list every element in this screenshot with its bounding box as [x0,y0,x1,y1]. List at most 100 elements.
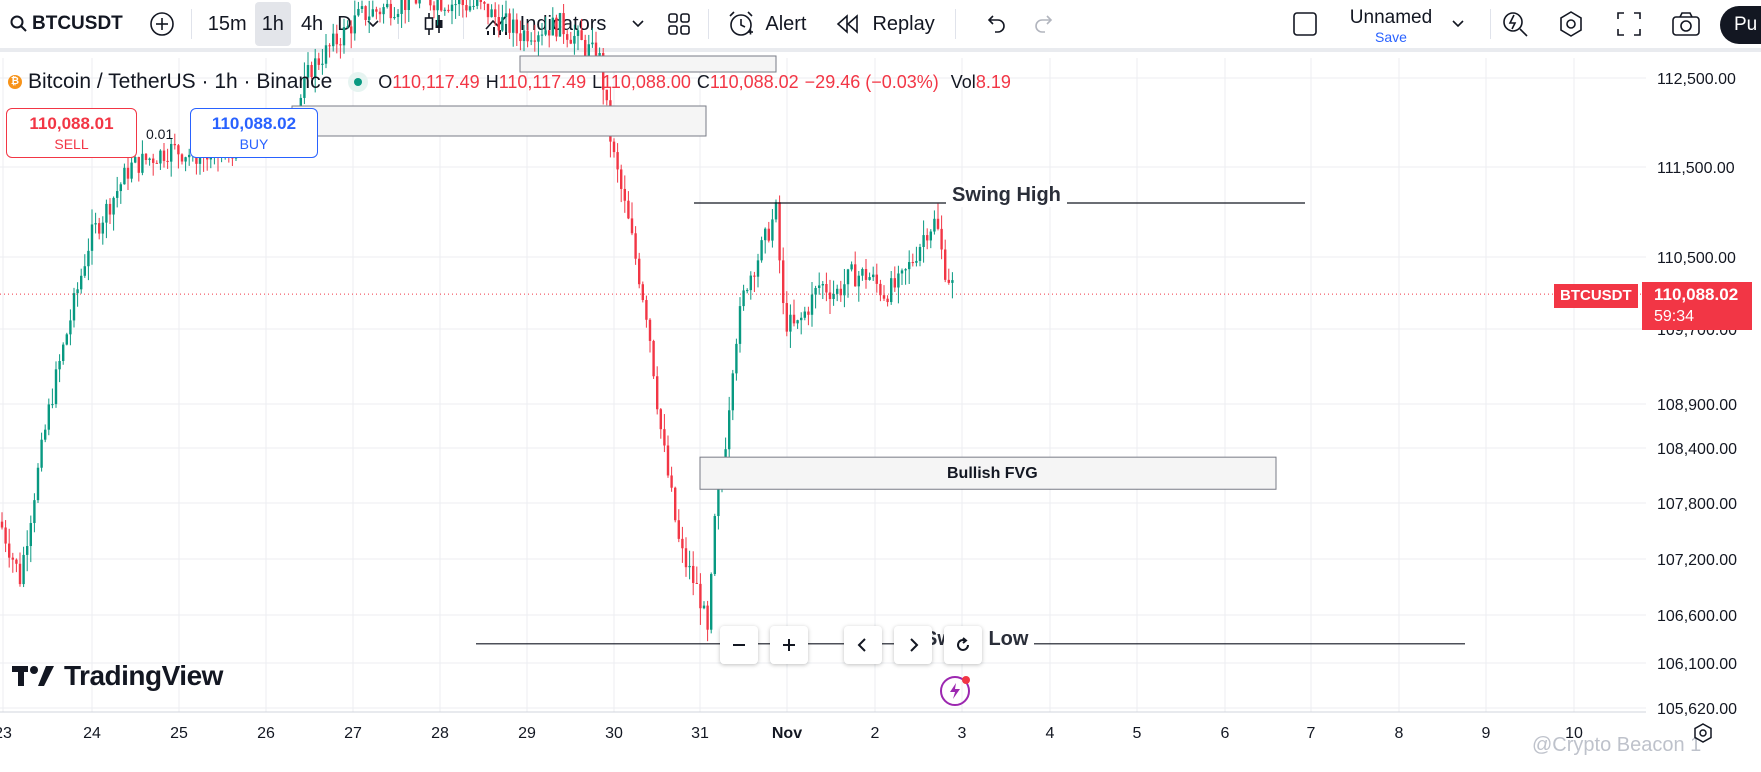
redo-button[interactable] [1030,2,1060,46]
candle-body [713,516,716,575]
candle-body [544,30,547,35]
candle-body [836,288,839,294]
candle-body [375,9,378,12]
candle-body [36,467,40,501]
candle-body [580,30,583,40]
redo-icon [1034,15,1052,33]
market-open-dot [348,72,369,92]
plus-icon [783,639,795,651]
bullish-fvg-label[interactable]: Bullish FVG [941,465,1044,483]
candle-body [317,58,320,65]
candle-body [130,162,133,179]
interval-1h[interactable]: 1h [254,2,291,46]
gear-icon [1560,11,1582,37]
candle-body [530,40,533,42]
reset-icon [957,637,969,651]
replay-label: Replay [872,12,935,35]
ohlc-values: O110,117.49 H110,117.49 L110,088.00 C110… [378,72,1011,93]
open-value: 110,117.49 [392,71,480,92]
settings-button[interactable] [1556,2,1586,46]
order-quantity[interactable]: 0.01 [146,126,174,142]
candle-body [630,218,634,234]
candle-body [555,17,558,37]
symbol-title[interactable]: Bitcoin / TetherUS · 1h · Binance [28,70,333,93]
compare-add-button[interactable] [147,2,177,46]
candle-body [440,0,443,11]
upper-zone-box [519,55,777,73]
candle-body [638,258,641,285]
scroll-left-button[interactable] [844,626,882,664]
publish-label: Pu [1734,14,1758,35]
candle-body [465,5,468,11]
quick-search-button[interactable] [1500,2,1530,46]
reset-chart-button[interactable] [944,626,982,664]
rewind-icon [836,14,860,34]
undo-button[interactable] [980,2,1010,46]
layout-name-button[interactable]: Unnamed Save [1336,7,1446,45]
candle-body [468,6,472,11]
candle-body [688,565,691,568]
buy-button[interactable]: 110,088.02 BUY [190,108,318,158]
candle-body [404,0,407,10]
candle-body [206,157,209,160]
divider [708,9,710,39]
layout-button[interactable] [1290,2,1320,46]
candle-body [184,157,187,162]
candle-body [832,293,835,300]
candle-body [65,334,68,345]
candle-body [702,605,706,609]
candle-body [382,7,385,15]
candle-body [303,77,306,98]
bar-countdown: 59:34 [1654,308,1695,325]
candle-body [584,39,587,56]
sell-button[interactable]: 110,088.01 SELL [6,108,137,158]
candle-body [119,184,122,192]
interval-15m[interactable]: 15m [208,2,247,46]
candle-body [656,376,659,410]
symbol-search-button[interactable]: BTCUSDT [6,2,123,46]
undo-icon [987,15,1005,33]
candle-body [864,269,868,280]
zoom-in-button[interactable] [770,626,808,664]
candle-body [677,520,680,539]
candle-body [540,34,544,36]
publish-button[interactable]: Pu [1720,6,1761,44]
lightning-icon[interactable] [940,676,970,706]
minus-icon [733,644,745,646]
snapshot-button[interactable] [1670,2,1702,46]
indicators-dropdown[interactable] [628,2,648,46]
alert-button[interactable]: Alert [727,2,806,46]
candle-body [900,270,904,274]
axis-settings-button[interactable] [1692,722,1716,746]
candle-body [198,155,202,164]
alert-label: Alert [765,12,807,35]
interval-4h[interactable]: 4h [301,2,323,46]
candle-body [756,260,760,277]
candle-body [116,191,119,198]
scroll-right-button[interactable] [894,626,932,664]
price-tick-label: 105,620.00 [1657,701,1737,718]
candle-body [634,233,637,259]
candle-body [436,0,439,11]
time-axis[interactable]: 232425262728293031Nov2345678910 [0,725,1583,742]
open-label: O [378,71,393,92]
swing-high-label[interactable]: Swing High [946,184,1067,207]
replay-button[interactable]: Replay [836,2,935,46]
fullscreen-button[interactable] [1614,2,1644,46]
chart-type-button[interactable] [419,2,449,46]
volume-label: Vol [950,71,976,92]
candle-body [893,278,896,288]
layout-dropdown[interactable] [1448,2,1468,46]
candle-body [501,17,504,31]
candle-body [623,188,626,201]
candle-body [368,16,371,20]
candle-body [314,58,317,77]
templates-button[interactable] [664,2,694,46]
time-tick-label: 2 [871,725,880,742]
price-axis[interactable]: 112,500.00111,500.00110,500.00109,700.00… [1657,71,1737,718]
candle-body [350,26,353,34]
last-price-tag[interactable]: 110,088.02 59:34 [1642,282,1752,330]
zoom-out-button[interactable] [720,626,758,664]
top-toolbar: BTCUSDT 15m 1h 4h D Indicators Alert Rep… [0,0,1761,52]
